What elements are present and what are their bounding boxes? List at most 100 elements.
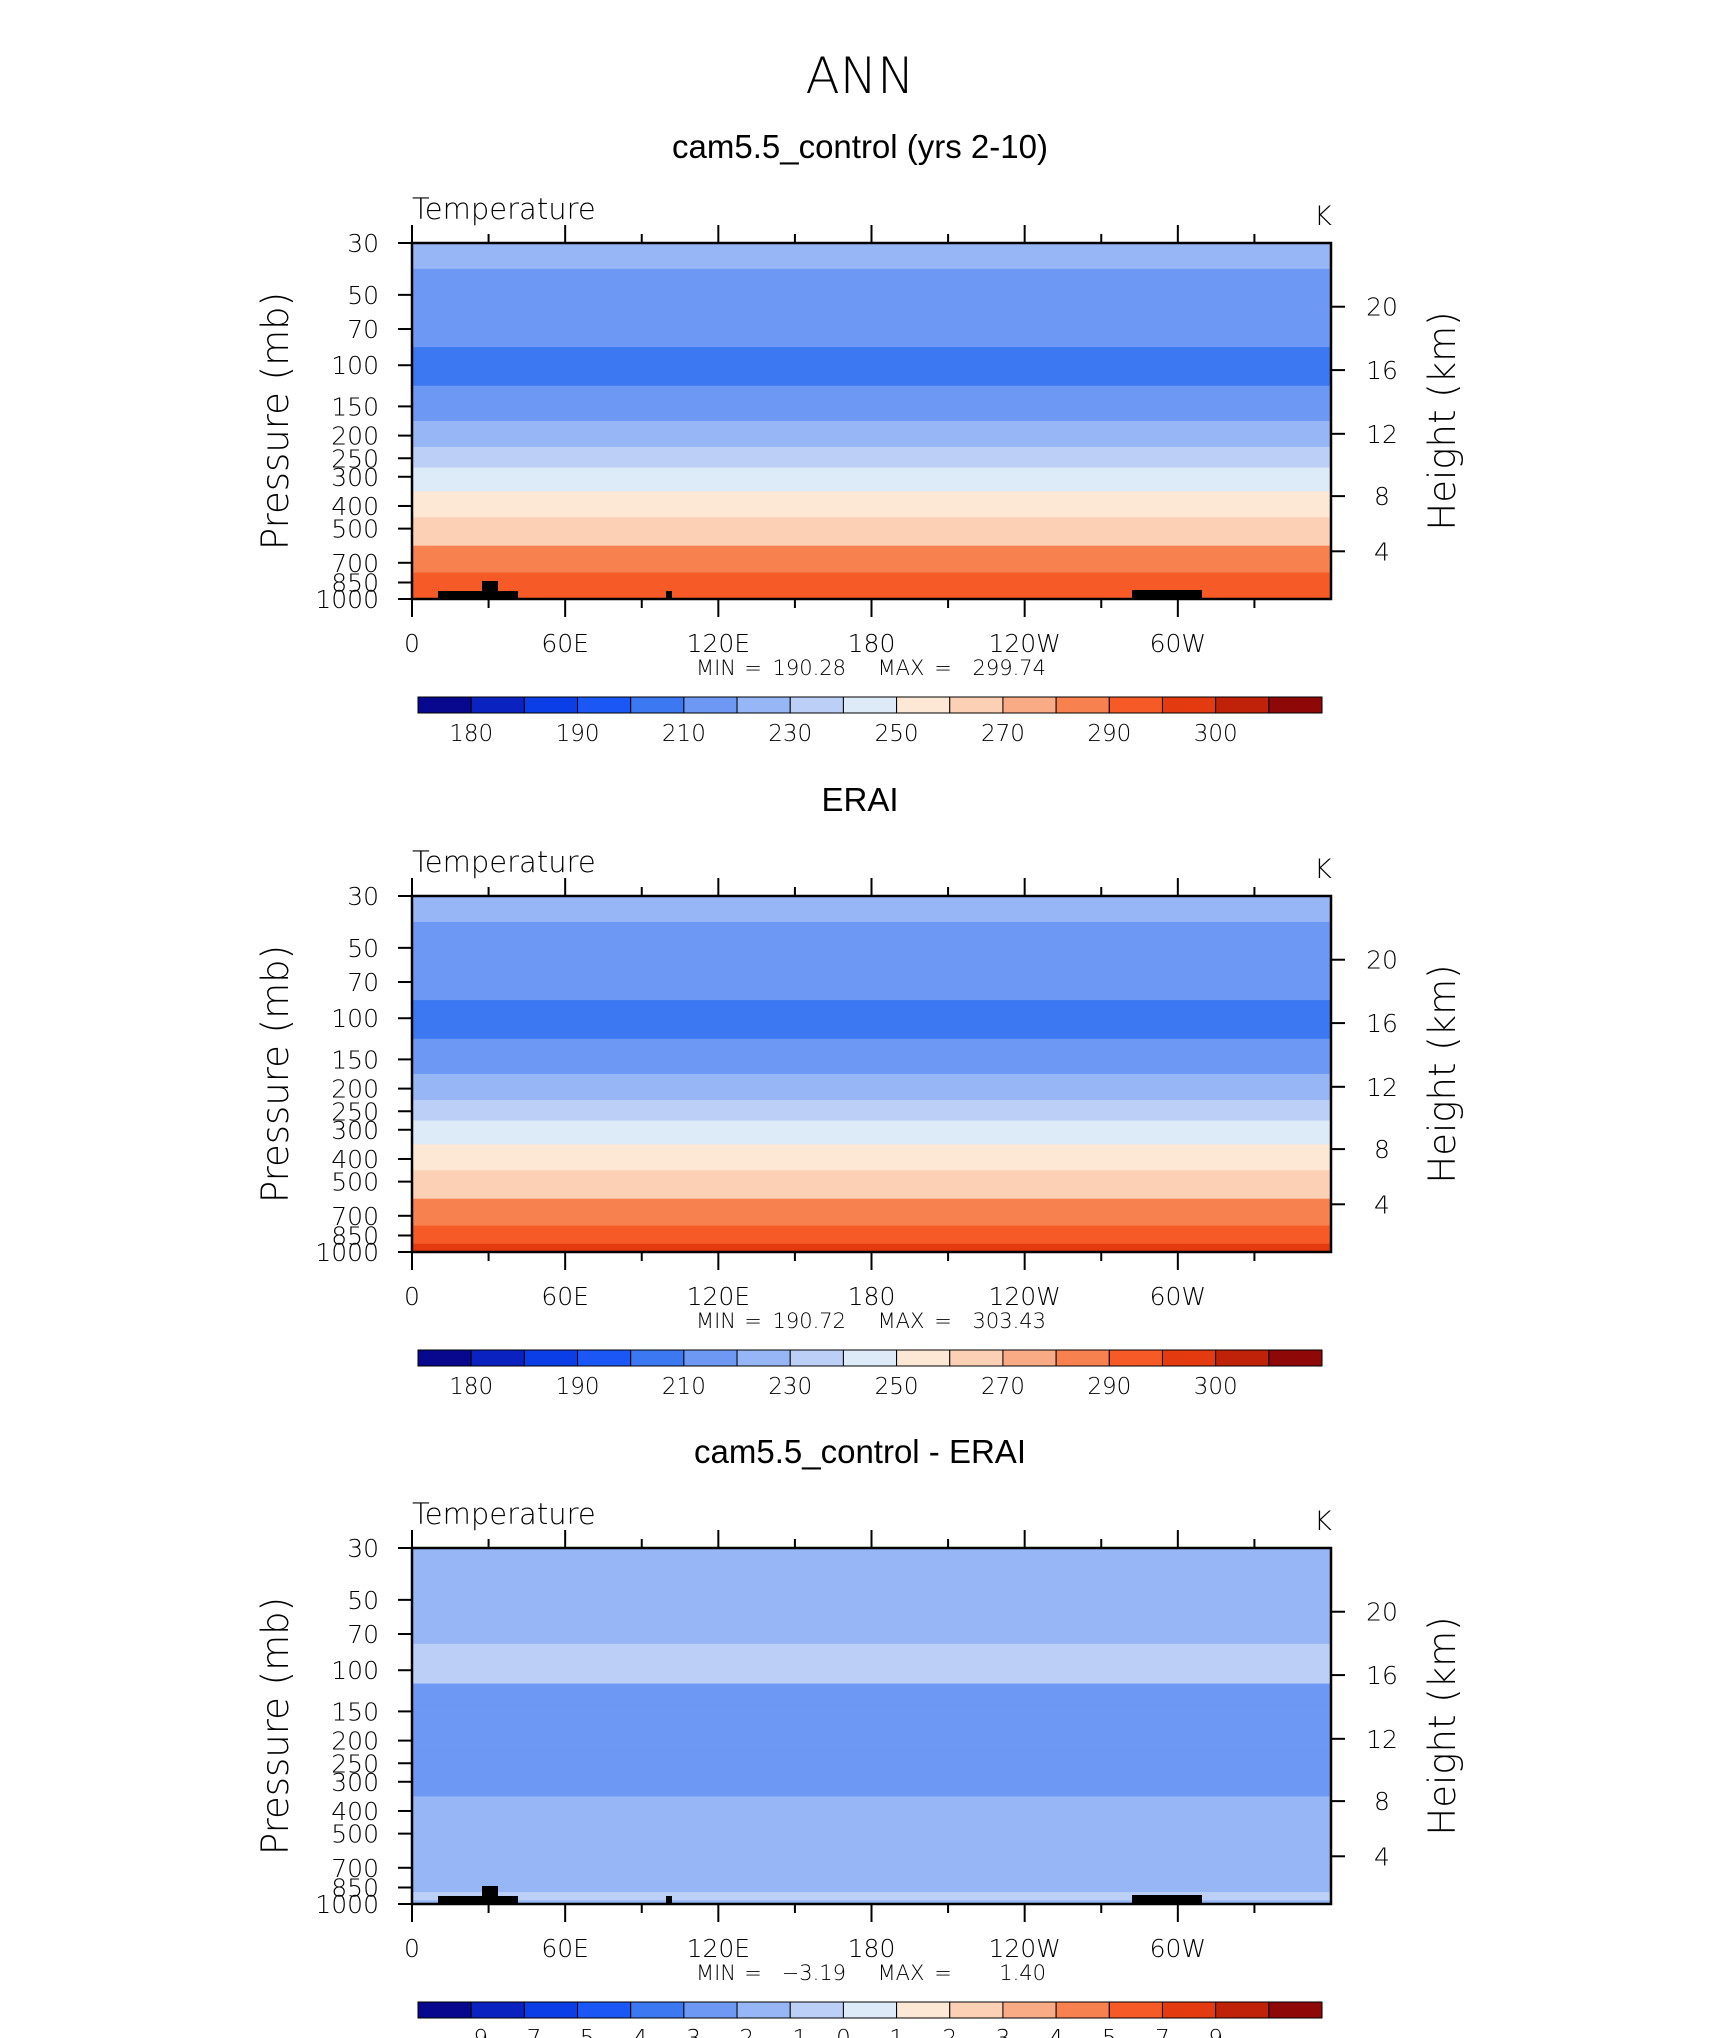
y-tick-label: 30 <box>347 229 379 258</box>
panel-2: ERAI Temperature K 0 60E 120E 180 120W 60W 30 50 70… <box>254 781 1464 1400</box>
colorbar-box <box>1108 2001 1163 2019</box>
colorbar-box <box>470 1349 525 1367</box>
contour-band <box>412 1099 1331 1122</box>
contour-band <box>412 1772 1331 1797</box>
y-tick-label: 150 <box>331 392 379 421</box>
colorbar-label: 2 <box>942 2026 957 2038</box>
contour-band <box>412 385 1331 422</box>
colorbar-label: 4 <box>1049 2026 1064 2038</box>
x-tick-label: 180 <box>848 1282 896 1311</box>
colorbar-label: 3 <box>996 2026 1011 2038</box>
colorbar-label: 190 <box>556 1374 600 1400</box>
colorbar-label: −3 <box>667 2026 701 2038</box>
right-label: K <box>1314 201 1332 232</box>
colorbar-label: 300 <box>1194 1374 1238 1400</box>
y-right-tick-label: 16 <box>1366 356 1398 385</box>
contour-band <box>412 1548 1331 1575</box>
colorbar-box <box>577 2001 632 2019</box>
contour-band <box>412 1661 1331 1685</box>
y-tick-label: 70 <box>347 968 379 997</box>
contour-band <box>412 491 1331 518</box>
colorbar-box <box>417 1349 472 1367</box>
x-tick-label: 120E <box>687 629 751 658</box>
colorbar-box <box>1002 696 1057 714</box>
contour-band <box>412 1822 1331 1852</box>
x-tick-label: 180 <box>848 629 896 658</box>
y-tick-label: 700 <box>331 549 379 578</box>
x-tick-label: 60W <box>1150 1282 1207 1311</box>
colorbar-label: 1 <box>889 2026 904 2038</box>
colorbar-box <box>1215 696 1270 714</box>
max-label: MAX <box>878 656 925 680</box>
colorbar-box <box>736 696 791 714</box>
contour-band <box>412 517 1331 547</box>
colorbar-label: −7 <box>507 2026 541 2038</box>
colorbar-box <box>842 1349 898 1367</box>
y-right-tick-label: 8 <box>1374 1135 1390 1164</box>
y-tick-label: 500 <box>331 1168 379 1197</box>
right-label: K <box>1314 1506 1332 1537</box>
colorbar-box <box>630 2001 685 2019</box>
right-label: K <box>1314 854 1332 885</box>
colorbar-label: −5 <box>561 2026 595 2038</box>
y-tick-label: 200 <box>331 422 379 451</box>
colorbar-label: 180 <box>449 1374 493 1400</box>
colorbar-label: −9 <box>454 2026 488 2038</box>
colorbar-box <box>1268 696 1323 714</box>
colorbar-box <box>1268 1349 1323 1367</box>
max-equals: = <box>934 656 952 680</box>
colorbar-box <box>417 696 472 714</box>
contour-band <box>412 243 1331 270</box>
colorbar-box <box>417 2001 472 2019</box>
contour-band <box>412 964 1331 1001</box>
max-value: 299.74 <box>973 656 1046 680</box>
colorbar-box <box>1055 2001 1110 2019</box>
colorbar-label: 0 <box>836 2026 851 2038</box>
topography-mask <box>666 591 672 599</box>
panel-1: cam5.5_control (yrs 2-10) Temperature K 0 60… <box>254 128 1464 747</box>
colorbar-box <box>1161 1349 1217 1367</box>
colorbar-box <box>949 696 1004 714</box>
colorbar-label: 250 <box>875 721 919 747</box>
y-right-tick-label: 20 <box>1366 293 1398 322</box>
x-tick-label: 0 <box>404 1282 420 1311</box>
y-tick-label: 300 <box>331 1768 379 1797</box>
topography-mask <box>482 1886 498 1904</box>
y-tick-label: 70 <box>347 1620 379 1649</box>
x-tick-label: 180 <box>848 1934 896 1963</box>
x-tick-label: 0 <box>404 629 420 658</box>
colorbar-box <box>949 1349 1004 1367</box>
colorbar-box <box>842 696 898 714</box>
colorbar-box <box>1055 696 1110 714</box>
contour-band <box>412 1900 1331 1905</box>
contour-band <box>412 921 1331 966</box>
page-title: ANN <box>805 47 914 105</box>
colorbar-box <box>1002 1349 1057 1367</box>
contour-band <box>412 545 1331 574</box>
colorbar-label: 270 <box>981 721 1025 747</box>
contour-band <box>412 1243 1331 1253</box>
contour-band <box>412 446 1331 469</box>
y-right-tick-label: 4 <box>1374 1842 1390 1871</box>
y-right-tick-label: 20 <box>1366 1598 1398 1627</box>
y-tick-label: 250 <box>331 444 379 473</box>
colorbar-box <box>1108 1349 1163 1367</box>
contour-band <box>412 1074 1331 1101</box>
colorbar-label: 230 <box>768 1374 812 1400</box>
colorbar-box <box>1055 1349 1110 1367</box>
y-right-tick-label: 12 <box>1366 1725 1398 1754</box>
colorbar-label: 290 <box>1087 721 1131 747</box>
contour-band <box>412 1683 1331 1705</box>
y-tick-label: 1000 <box>315 1890 379 1919</box>
y-tick-label: 150 <box>331 1697 379 1726</box>
colorbar-label: 190 <box>556 721 600 747</box>
topography-mask <box>1132 590 1202 599</box>
colorbar-box <box>1215 2001 1270 2019</box>
topography-mask <box>1132 1895 1202 1904</box>
contour-band <box>412 1877 1331 1893</box>
topography-mask <box>666 1896 672 1904</box>
y-right-tick-label: 12 <box>1366 420 1398 449</box>
contour-band <box>412 572 1331 592</box>
